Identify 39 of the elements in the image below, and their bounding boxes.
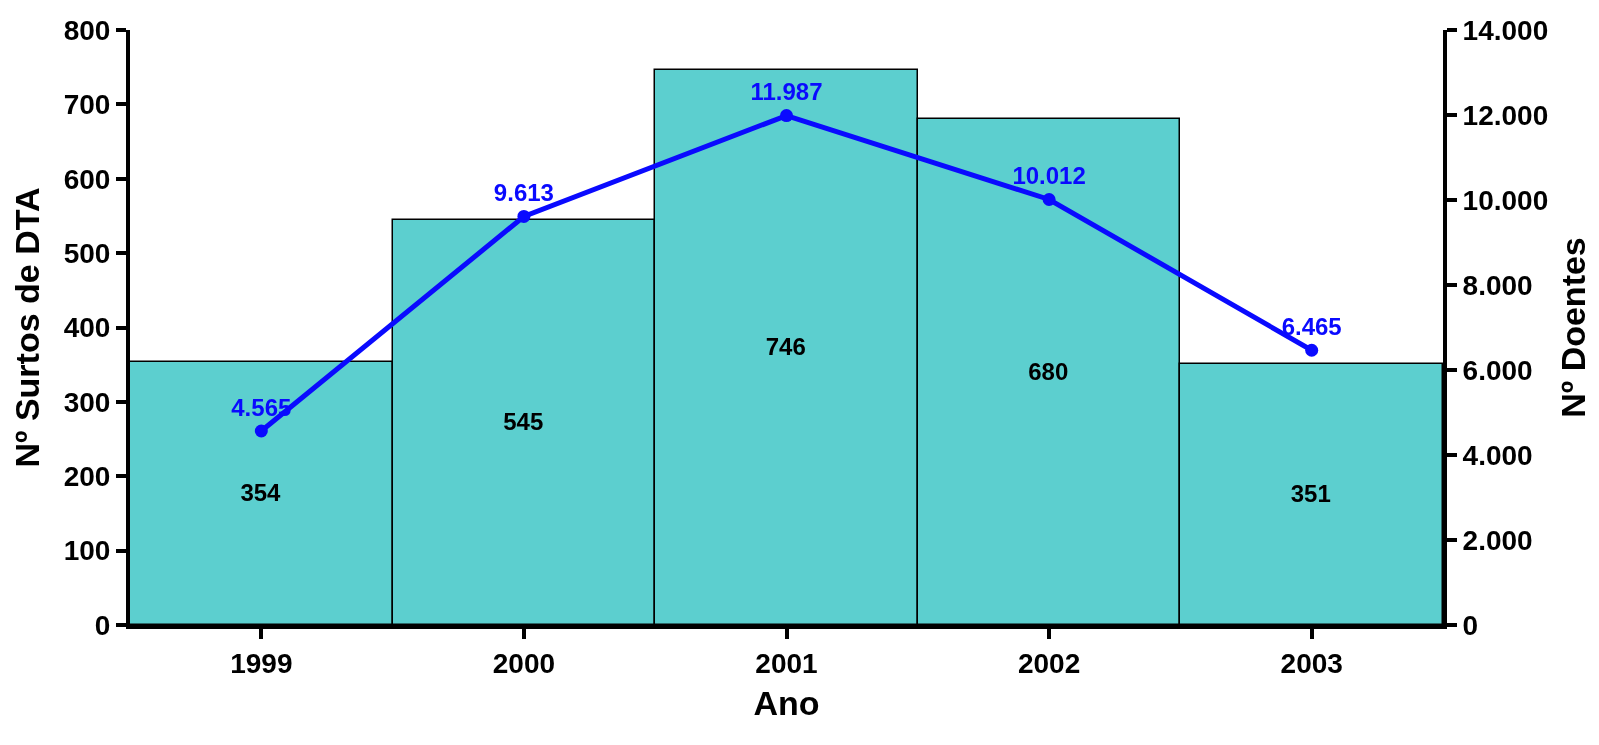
data-label: 11.987 <box>750 78 823 106</box>
point <box>254 424 268 438</box>
data-label: 354 <box>240 479 282 507</box>
data-label: 9.613 <box>493 179 554 207</box>
point <box>1305 343 1319 357</box>
point <box>517 209 531 223</box>
x-tick-label: 1999 <box>230 647 293 679</box>
y-tick-label: 400 <box>63 312 111 344</box>
y-tick-label: 700 <box>63 89 111 121</box>
y-tick-label: 500 <box>63 237 111 269</box>
y-tick-label: 100 <box>63 535 111 567</box>
y-tick-label: 600 <box>63 163 111 195</box>
y-tick-label: 300 <box>63 386 111 418</box>
y-axis-title: Nº Surtos de DTA <box>7 187 46 468</box>
data-label: 746 <box>765 333 806 361</box>
y-tick-label: 800 <box>63 14 111 46</box>
y2-tick-label: 12.000 <box>1462 99 1549 131</box>
y2-tick-label: 8.000 <box>1462 269 1533 301</box>
point <box>1042 192 1056 206</box>
x-tick-label: 2003 <box>1280 647 1343 679</box>
data-label: 351 <box>1290 480 1331 508</box>
data-label: 680 <box>1028 357 1069 385</box>
y2-tick-label: 10.000 <box>1462 184 1549 216</box>
y2-tick-label: 4.000 <box>1462 439 1533 471</box>
x-tick-label: 2001 <box>755 647 818 679</box>
point <box>780 109 793 123</box>
x-tick-label: 2000 <box>492 647 556 679</box>
y-tick-label: 0 <box>94 609 111 641</box>
y-tick-label: 200 <box>63 461 111 493</box>
data-label: 6.465 <box>1281 313 1342 341</box>
y2-tick-label: 6.000 <box>1462 354 1533 386</box>
data-label: 10.012 <box>1012 162 1086 190</box>
y2-tick-label: 2.000 <box>1462 524 1533 556</box>
data-label: 545 <box>503 408 544 436</box>
y2-axis-title: Nº Doentes <box>1554 237 1593 418</box>
y2-tick-label: 14.000 <box>1462 14 1549 46</box>
x-tick-label: 2002 <box>1017 647 1081 679</box>
y2-tick-label: 0 <box>1462 609 1479 641</box>
x-axis-title: Ano <box>753 684 820 723</box>
